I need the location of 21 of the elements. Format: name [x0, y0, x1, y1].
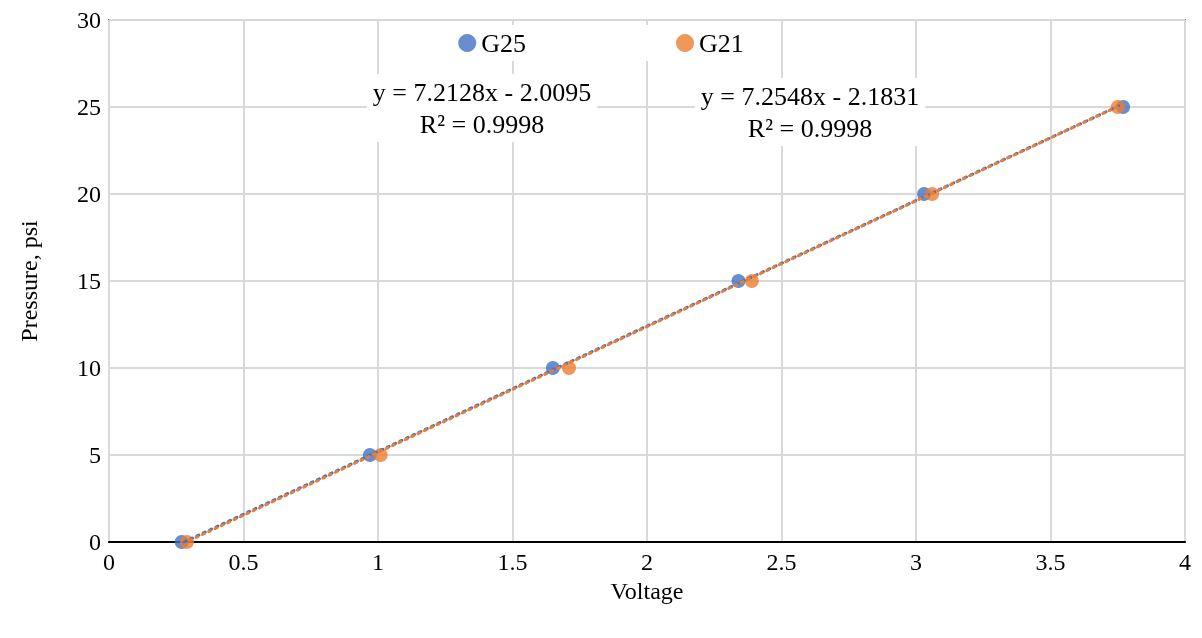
x-axis-title: Voltage: [610, 577, 684, 604]
x-tick-label: 3.5: [1035, 549, 1066, 575]
y-tick-label: 25: [77, 94, 101, 120]
x-tick-label: 1.5: [497, 549, 528, 575]
y-tick-label: 30: [77, 7, 101, 33]
y-tick-label: 0: [89, 529, 101, 555]
legend-label: G25: [481, 28, 526, 58]
y-tick-label: 5: [89, 442, 101, 468]
x-tick-label: 3: [910, 549, 922, 575]
y-tick-label: 15: [77, 268, 101, 294]
annotation: y = 7.2548x - 2.1831 R² = 0.9998: [700, 81, 920, 143]
x-tick-label: 2: [641, 549, 653, 575]
legend-label: G21: [699, 28, 744, 58]
y-tick-label: 10: [77, 355, 101, 381]
y-tick-label: 20: [77, 181, 101, 207]
annotation: y = 7.2128x - 2.0095 R² = 0.9998: [372, 77, 592, 139]
x-tick-label: 2.5: [766, 549, 797, 575]
x-tick-label: 4: [1179, 549, 1191, 575]
x-tick-label: 1: [372, 549, 384, 575]
x-tick-label: 0.5: [228, 549, 259, 575]
y-axis-title: Pressure, psi: [16, 220, 42, 342]
